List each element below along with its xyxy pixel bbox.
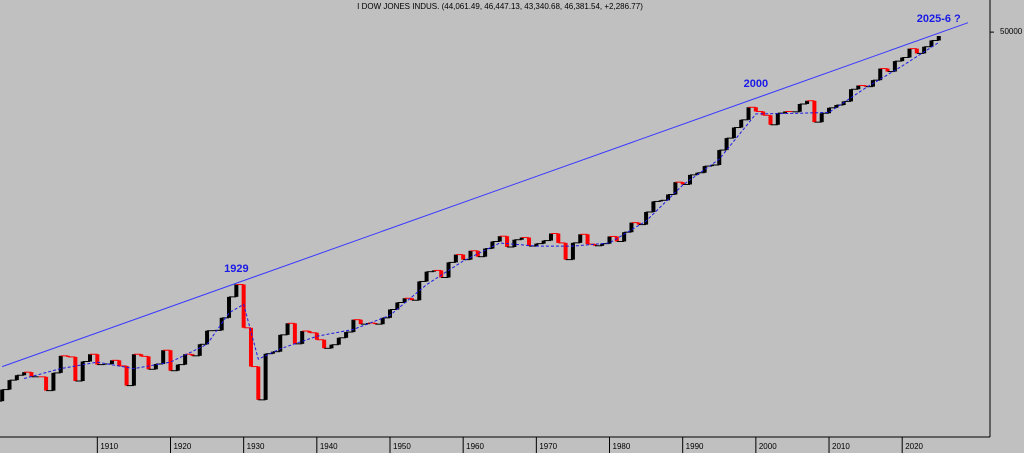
- x-tick-label: 2020: [905, 442, 923, 451]
- y-tick-label: 50000: [1000, 27, 1023, 36]
- x-tick-label: 2010: [832, 442, 850, 451]
- x-tick-label: 1910: [100, 442, 118, 451]
- x-tick-label: 2000: [759, 442, 777, 451]
- x-tick-label: 1920: [173, 442, 191, 451]
- x-tick-label: 1950: [393, 442, 411, 451]
- annotation: 2000: [744, 78, 768, 90]
- chart-title: I DOW JONES INDUS. (44,061.49, 46,447.13…: [357, 2, 643, 11]
- x-tick-label: 1970: [539, 442, 557, 451]
- x-tick-label: 1980: [613, 442, 631, 451]
- x-tick-label: 1940: [320, 442, 338, 451]
- annotation: 2025-6 ?: [917, 13, 961, 25]
- annotation: 1929: [224, 263, 248, 275]
- moving-average: [23, 41, 940, 379]
- x-tick-label: 1960: [466, 442, 484, 451]
- x-tick-label: 1930: [247, 442, 265, 451]
- x-tick-label: 1990: [686, 442, 704, 451]
- trend-line: [2, 22, 969, 368]
